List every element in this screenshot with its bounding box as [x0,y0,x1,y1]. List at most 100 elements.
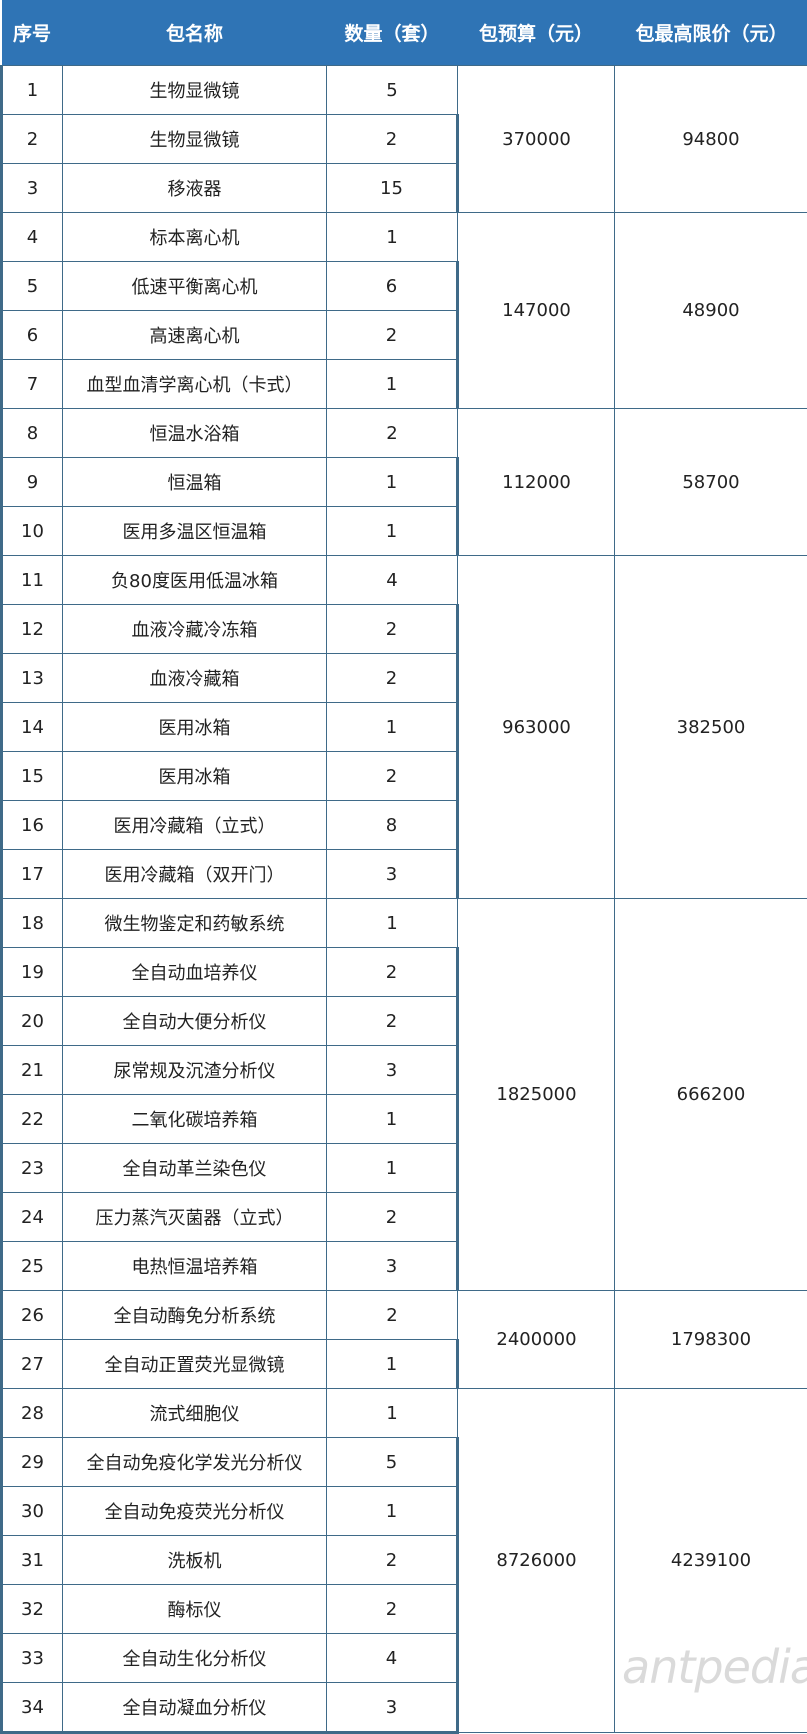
cell-quantity: 2 [326,114,459,164]
cell-quantity: 1 [326,898,458,948]
cell-package-name: 全自动革兰染色仪 [62,1143,327,1193]
cell-quantity: 8 [326,800,459,850]
cell-index: 31 [0,1535,63,1585]
table-body: 1 生物显微镜 5 370000 94800 2 生物显微镜 2 3 移液器 15 4 标本离心机 1 14… [0,65,807,1734]
cell-quantity: 1 [326,1094,459,1144]
cell-package-name: 全自动血培养仪 [62,947,327,997]
cell-index: 34 [0,1682,63,1734]
cell-quantity: 1 [326,212,458,262]
header-package-name: 包名称 [62,0,327,66]
cell-max-price: 48900 [614,212,807,409]
cell-package-name: 微生物鉴定和药敏系统 [62,898,327,948]
cell-quantity: 1 [326,1339,459,1389]
table-row: 18 微生物鉴定和药敏系统 1 1825000 666200 [0,898,807,1291]
cell-quantity: 3 [326,1682,459,1734]
cell-index: 9 [0,457,63,507]
cell-index: 8 [0,408,63,458]
cell-max-price: 58700 [614,408,807,556]
cell-index: 30 [0,1486,63,1536]
cell-quantity: 4 [326,555,458,605]
cell-quantity: 2 [326,408,458,458]
cell-package-name: 全自动正置荧光显微镜 [62,1339,327,1389]
cell-package-name: 二氧化碳培养箱 [62,1094,327,1144]
cell-budget: 8726000 [457,1388,615,1733]
cell-quantity: 2 [326,751,459,801]
cell-index: 33 [0,1633,63,1683]
cell-package-name: 酶标仪 [62,1584,327,1634]
cell-quantity: 1 [326,702,459,752]
cell-max-price: 382500 [614,555,807,899]
cell-quantity: 1 [326,457,459,507]
cell-index: 27 [0,1339,63,1389]
cell-quantity: 4 [326,1633,459,1683]
cell-package-name: 生物显微镜 [62,114,327,164]
table-row: 25 电热恒温培养箱 3 [0,1241,807,1291]
table-row: 14 医用冰箱 1 [0,702,807,752]
table-row: 1 生物显微镜 5 370000 94800 [0,65,807,213]
cell-budget: 370000 [457,65,615,213]
cell-index: 16 [0,800,63,850]
cell-index: 12 [0,604,63,654]
cell-quantity: 2 [326,1535,459,1585]
table-row: 13 血液冷藏箱 2 [0,653,807,703]
cell-index: 19 [0,947,63,997]
table-row: 29 全自动免疫化学发光分析仪 5 [0,1437,807,1487]
table-row: 24 压力蒸汽灭菌器（立式） 2 [0,1192,807,1242]
cell-package-name: 医用多温区恒温箱 [62,506,327,556]
cell-index: 18 [0,898,63,948]
cell-index: 28 [0,1388,63,1438]
table-row: 28 流式细胞仪 1 8726000 4239100 [0,1388,807,1733]
cell-package-name: 标本离心机 [62,212,327,262]
header-index: 序号 [1,0,63,66]
cell-package-name: 全自动生化分析仪 [62,1633,327,1683]
cell-quantity: 3 [326,849,459,899]
cell-index: 5 [0,261,63,311]
cell-index: 3 [0,163,63,213]
cell-quantity: 3 [326,1045,459,1095]
cell-quantity: 2 [326,1290,458,1340]
cell-index: 32 [0,1584,63,1634]
cell-package-name: 电热恒温培养箱 [62,1241,327,1291]
table-row: 15 医用冰箱 2 [0,751,807,801]
cell-index: 14 [0,702,63,752]
cell-quantity: 5 [326,65,458,115]
table-row: 3 移液器 15 [0,163,807,213]
cell-quantity: 1 [326,359,459,409]
cell-package-name: 血液冷藏冷冻箱 [62,604,327,654]
cell-max-price: 1798300 [614,1290,807,1389]
cell-quantity: 1 [326,1486,459,1536]
cell-package-name: 负80度医用低温冰箱 [62,555,327,605]
cell-budget: 2400000 [457,1290,615,1389]
cell-index: 23 [0,1143,63,1193]
cell-max-price: 94800 [614,65,807,213]
cell-quantity: 3 [326,1241,459,1291]
table-row: 23 全自动革兰染色仪 1 [0,1143,807,1193]
cell-quantity: 1 [326,1388,458,1438]
cell-index: 2 [0,114,63,164]
table-row: 12 血液冷藏冷冻箱 2 [0,604,807,654]
cell-package-name: 全自动酶免分析系统 [62,1290,327,1340]
cell-package-name: 尿常规及沉渣分析仪 [62,1045,327,1095]
cell-index: 15 [0,751,63,801]
header-budget: 包预算（元） [457,0,615,66]
table-row: 17 医用冷藏箱（双开门） 3 [0,849,807,899]
cell-budget: 112000 [457,408,615,556]
cell-package-name: 全自动大便分析仪 [62,996,327,1046]
table-row: 30 全自动免疫荧光分析仪 1 [0,1486,807,1536]
cell-package-name: 洗板机 [62,1535,327,1585]
cell-package-name: 恒温箱 [62,457,327,507]
header-max-price: 包最高限价（元） [614,0,807,66]
cell-index: 25 [0,1241,63,1291]
table-row: 2 生物显微镜 2 [0,114,807,164]
cell-quantity: 6 [326,261,459,311]
cell-max-price: 666200 [614,898,807,1291]
cell-package-name: 移液器 [62,163,327,213]
table-row: 6 高速离心机 2 [0,310,807,360]
cell-budget: 1825000 [457,898,615,1291]
cell-index: 21 [0,1045,63,1095]
cell-quantity: 15 [326,163,459,213]
cell-package-name: 医用冷藏箱（立式） [62,800,327,850]
cell-package-name: 压力蒸汽灭菌器（立式） [62,1192,327,1242]
cell-index: 1 [0,65,63,115]
